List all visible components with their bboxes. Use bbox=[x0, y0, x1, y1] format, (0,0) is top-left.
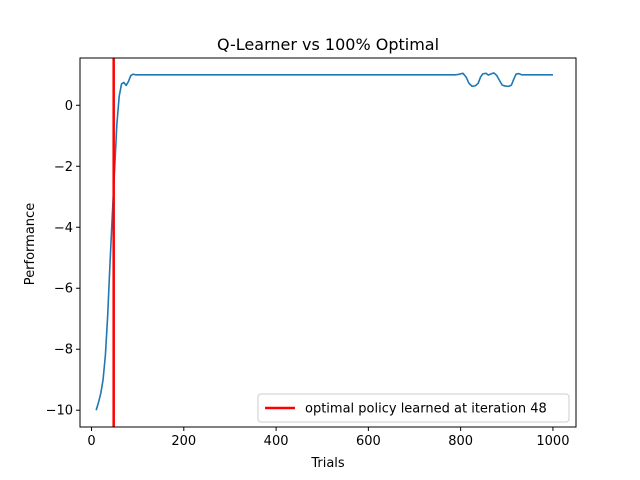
x-tick-label: 0 bbox=[87, 434, 95, 449]
x-tick-label: 200 bbox=[171, 434, 196, 449]
plot-area bbox=[95, 58, 553, 427]
y-tick-label: −8 bbox=[54, 343, 73, 358]
y-axis-label: Performance bbox=[23, 203, 38, 285]
series-line-0 bbox=[95, 72, 553, 411]
axes: 0 200 400 600 800 1000 −10 −8 −6 −4 −2 0 bbox=[46, 57, 577, 449]
legend-box bbox=[257, 393, 570, 423]
legend: optimal policy learned at iteration 48 bbox=[257, 393, 570, 423]
y-tick-label: −2 bbox=[54, 160, 73, 175]
axes-frame bbox=[79, 57, 577, 428]
x-tick-label: 800 bbox=[448, 434, 473, 449]
y-tick-label: −10 bbox=[46, 404, 73, 419]
x-tick-label: 400 bbox=[264, 434, 289, 449]
x-axis-label: Trials bbox=[310, 456, 345, 471]
y-tick-label: −6 bbox=[54, 282, 73, 297]
y-tick-label: 0 bbox=[65, 99, 73, 114]
y-tick-label: −4 bbox=[54, 221, 73, 236]
x-tick-label: 1000 bbox=[536, 434, 569, 449]
x-tick-label: 600 bbox=[356, 434, 381, 449]
chart-title: Q-Learner vs 100% Optimal bbox=[217, 35, 439, 54]
legend-label: optimal policy learned at iteration 48 bbox=[305, 402, 547, 417]
